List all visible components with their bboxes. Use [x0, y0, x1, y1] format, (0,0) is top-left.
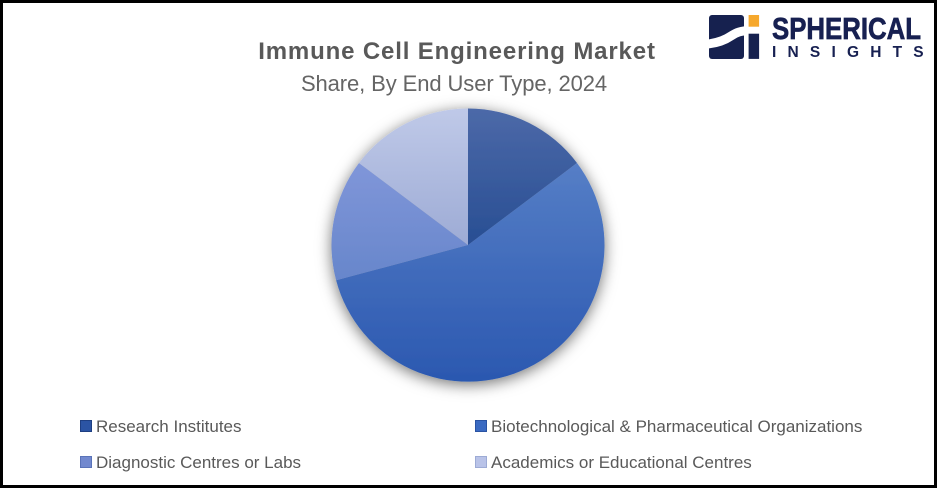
- svg-text:INSIGHTS: INSIGHTS: [772, 44, 932, 61]
- svg-text:SPHERICAL: SPHERICAL: [772, 12, 921, 47]
